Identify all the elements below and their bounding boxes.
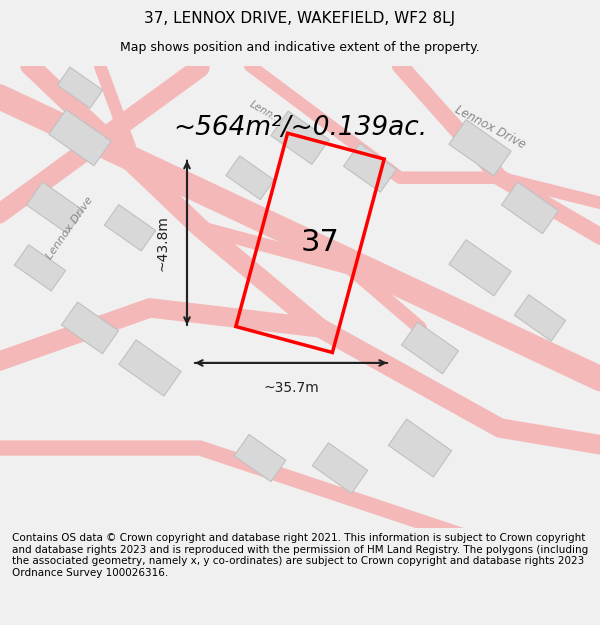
Text: 37, LENNOX DRIVE, WAKEFIELD, WF2 8LJ: 37, LENNOX DRIVE, WAKEFIELD, WF2 8LJ: [145, 11, 455, 26]
Polygon shape: [388, 419, 452, 477]
Polygon shape: [449, 240, 511, 296]
Text: ~43.8m: ~43.8m: [155, 215, 169, 271]
Text: Lennox Drive: Lennox Drive: [452, 104, 527, 152]
Polygon shape: [344, 143, 397, 192]
Text: Contains OS data © Crown copyright and database right 2021. This information is : Contains OS data © Crown copyright and d…: [12, 533, 588, 578]
Polygon shape: [49, 109, 111, 166]
Text: 37: 37: [301, 228, 340, 258]
Polygon shape: [313, 442, 368, 493]
Polygon shape: [104, 204, 155, 251]
Polygon shape: [449, 119, 511, 176]
Polygon shape: [26, 182, 83, 234]
Polygon shape: [502, 182, 559, 234]
Polygon shape: [514, 295, 566, 341]
Polygon shape: [61, 302, 119, 354]
Text: ~564m²/~0.139ac.: ~564m²/~0.139ac.: [173, 115, 427, 141]
Text: Lennox Drive: Lennox Drive: [45, 194, 95, 261]
Text: ~35.7m: ~35.7m: [263, 381, 319, 395]
Polygon shape: [58, 67, 103, 108]
Polygon shape: [401, 322, 458, 374]
Polygon shape: [226, 156, 274, 199]
Text: Lenn...: Lenn...: [247, 99, 283, 126]
Text: Map shows position and indicative extent of the property.: Map shows position and indicative extent…: [120, 41, 480, 54]
Polygon shape: [14, 244, 65, 291]
Polygon shape: [271, 111, 329, 164]
Polygon shape: [234, 434, 286, 482]
Polygon shape: [119, 340, 181, 396]
